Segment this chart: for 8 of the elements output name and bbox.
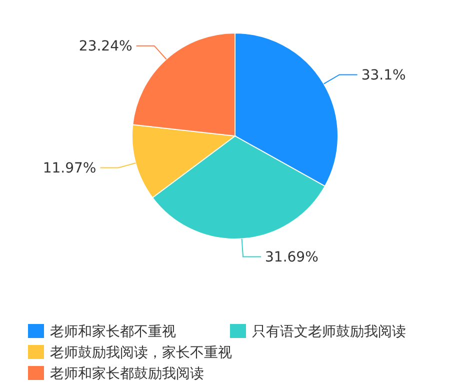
legend-label: 只有语文老师鼓励我阅读: [252, 324, 406, 340]
data-label: 11.97%: [42, 160, 96, 177]
data-label: 33.1%: [361, 68, 406, 84]
data-label: 23.24%: [78, 38, 132, 55]
legend-label: 老师鼓励我阅读，家长不重视: [50, 344, 232, 361]
legend-label: 老师和家长都鼓励我阅读: [50, 366, 204, 382]
data-label: 31.69%: [265, 250, 318, 266]
legend-label: 老师和家长都不重视: [50, 324, 176, 340]
